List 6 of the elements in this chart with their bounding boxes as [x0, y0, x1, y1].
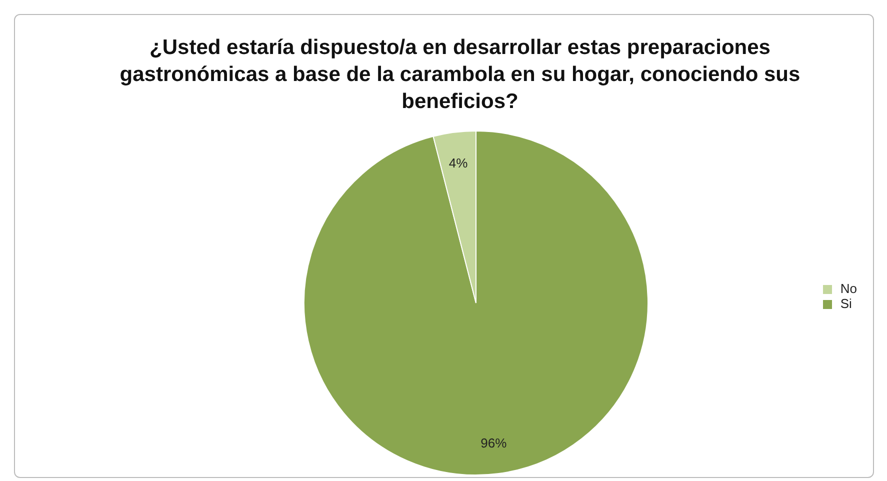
legend-label: No	[840, 281, 857, 296]
chart-title: ¿Usted estaría dispuesto/a en desarrollar estas preparaciones gastronómicas a base de la carambola en su hogar, conociendo sus beneficios?	[118, 35, 802, 115]
data-label: 4%	[448, 156, 468, 171]
legend-label: Si	[840, 296, 852, 311]
pie-slice	[304, 130, 648, 476]
data-label: 96%	[480, 435, 508, 450]
